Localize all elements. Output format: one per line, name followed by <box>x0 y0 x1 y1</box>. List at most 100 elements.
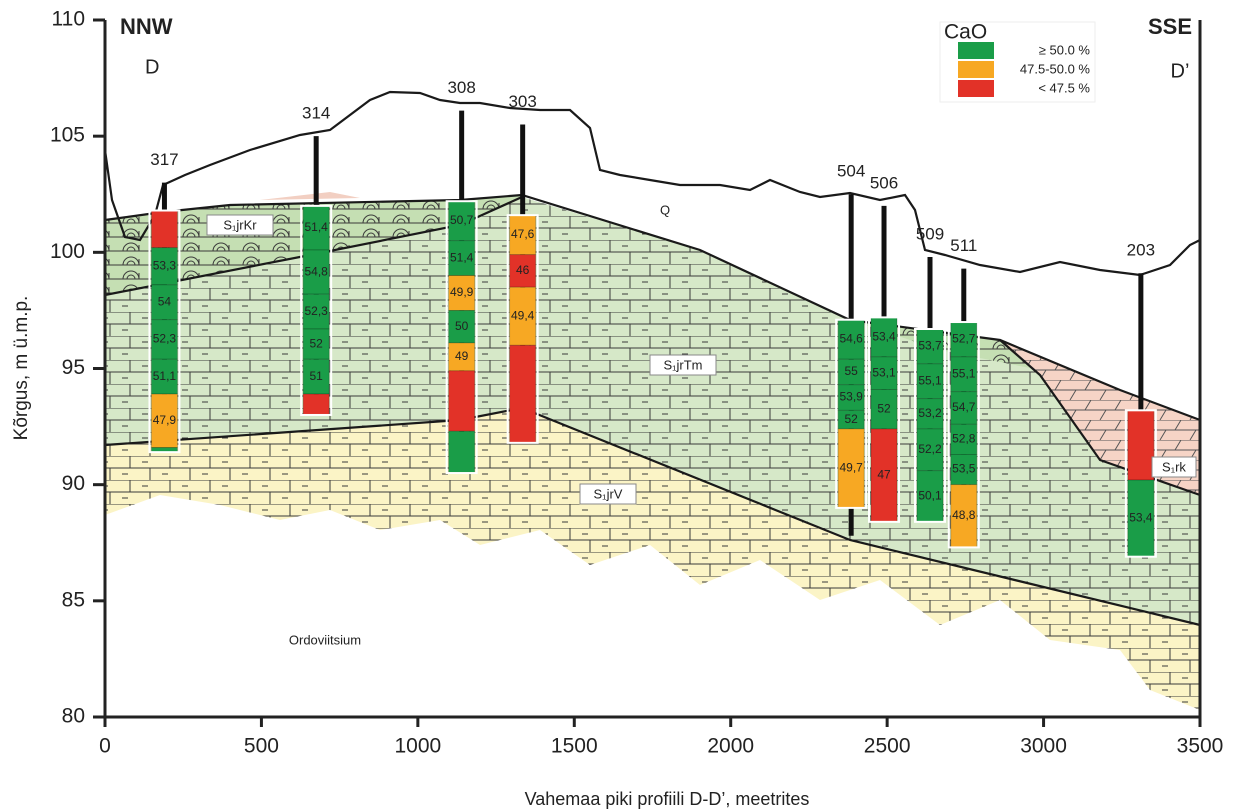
sample-interval <box>950 321 978 358</box>
legend-swatch <box>958 42 994 59</box>
cao-value: 48,8 <box>952 508 976 522</box>
left-point: D <box>145 56 159 78</box>
sample-interval <box>302 393 330 416</box>
legend-title: CaO <box>944 21 987 44</box>
sample-interval <box>837 384 865 411</box>
column-frame <box>835 318 868 509</box>
borehole-name: 314 <box>302 104 330 123</box>
borehole-name: 506 <box>870 173 898 192</box>
borehole: 308 50,7 51,4 49,9 50 49 <box>445 78 478 475</box>
borehole-name: 203 <box>1127 241 1155 260</box>
column-frame <box>868 316 901 523</box>
sample-interval <box>837 428 865 509</box>
borehole: 506 53,4 53,1 52 47 <box>868 173 901 523</box>
borehole: 314 51,4 54,8 52,3 52 51 <box>300 104 333 416</box>
legend: CaO ≥ 50.0 % 47.5-50.0 % < 47.5 % <box>939 21 1096 103</box>
sample-interval <box>302 293 330 330</box>
sample-interval <box>151 247 178 286</box>
layer-pink-top <box>260 192 360 200</box>
sample-interval <box>448 240 476 276</box>
cao-value: 53,5 <box>952 462 976 476</box>
cao-value: 51 <box>309 369 323 383</box>
y-tick-label: 95 <box>62 356 85 379</box>
x-tick-label: 1500 <box>551 735 598 758</box>
cao-value: 55 <box>844 364 858 378</box>
sample-interval <box>950 484 978 548</box>
cao-value: 55,1 <box>918 373 942 387</box>
y-axis-title: Kõrgus, m ü.m.p. <box>11 296 32 441</box>
sample-interval <box>916 470 944 523</box>
cao-value: 49 <box>455 349 469 363</box>
sample-interval <box>950 423 978 455</box>
cao-value: 53,4 <box>872 329 896 343</box>
cao-value: 53,3 <box>153 258 177 272</box>
cao-value: 49,4 <box>511 308 535 322</box>
boundary <box>104 193 1201 422</box>
cao-value: 53,2 <box>918 406 942 420</box>
cao-value: 47,6 <box>511 227 535 241</box>
cao-value: 52 <box>309 336 323 350</box>
column-frame <box>445 200 478 475</box>
cao-value: 47 <box>877 468 891 482</box>
label-box <box>579 483 637 505</box>
boreholes: 317 53,3 54 52,3 51,1 47,9 314 51,4 54,8 52,3 52 51… <box>148 78 1157 558</box>
sample-interval <box>837 319 865 360</box>
cao-value: 51,4 <box>450 250 474 264</box>
sample-interval <box>448 370 476 432</box>
cao-value: 52,3 <box>153 332 177 346</box>
sample-interval <box>509 286 537 346</box>
cao-value: 54,7 <box>952 400 976 414</box>
y-tick-label: 85 <box>62 588 85 611</box>
unit-label: S₁jrV <box>594 486 623 501</box>
geology <box>103 90 1201 710</box>
legend-swatch <box>958 80 994 97</box>
y-tick-label: 80 <box>62 705 85 728</box>
sample-interval <box>302 249 330 295</box>
cao-value: 54,6 <box>839 332 863 346</box>
x-tick-label: 2500 <box>864 735 911 758</box>
column-frame <box>300 204 333 416</box>
unit-label: S₁jrTm <box>663 357 702 372</box>
cao-value: 50 <box>455 319 469 333</box>
x-tick-label: 0 <box>99 735 111 758</box>
boundary <box>104 195 523 297</box>
cao-value: 53,1 <box>872 365 896 379</box>
x-tick-label: 2000 <box>707 735 754 758</box>
label-box <box>206 214 274 236</box>
sample-interval <box>950 356 978 393</box>
borehole: 509 53,7 55,1 53,2 52,2 50,1 <box>914 224 947 523</box>
cao-value: 53,7 <box>918 339 942 353</box>
borehole: 511 52,7 55,1 54,7 52,8 53,5 48,8 <box>947 236 980 549</box>
right-direction: SSE <box>1148 14 1192 39</box>
column-frame <box>1124 409 1157 558</box>
unit-label: S₁jrKr <box>223 217 257 232</box>
legend-label: 47.5-50.0 % <box>1020 61 1091 76</box>
legend-label: ≥ 50.0 % <box>1039 42 1091 57</box>
y-tick-label: 110 <box>52 8 85 31</box>
sample-interval <box>151 210 178 249</box>
axes: Vahemaa piki profiili D-D’, meetrites Kõ… <box>11 8 1223 809</box>
x-tick-label: 3000 <box>1020 735 1067 758</box>
cao-value: 49,9 <box>450 285 474 299</box>
cao-value: 49,7 <box>839 461 863 475</box>
unit-label: Ordoviitsium <box>289 632 361 647</box>
y-tick-label: 105 <box>50 124 85 147</box>
legend-label: < 47.5 % <box>1038 80 1090 95</box>
sample-interval <box>448 430 476 474</box>
unit-labels: S₁jrKr Q S₁jrTm S₁jrV S₁rk Ordoviitsium <box>206 202 1197 647</box>
sample-interval <box>950 454 978 486</box>
sample-interval <box>916 363 944 400</box>
borehole-name: 509 <box>916 224 944 243</box>
borehole: 317 53,3 54 52,3 51,1 47,9 <box>148 150 181 454</box>
sample-interval <box>151 284 178 321</box>
sample-interval <box>916 428 944 472</box>
x-tick-label: 500 <box>244 735 279 758</box>
cao-value: 52,3 <box>304 304 328 318</box>
layer-v <box>105 408 1200 710</box>
cao-value: 54,8 <box>304 264 328 278</box>
borehole-name: 303 <box>508 92 536 111</box>
column-frame <box>914 328 947 523</box>
right-point: D’ <box>1171 60 1190 82</box>
borehole-name: 308 <box>447 78 475 97</box>
